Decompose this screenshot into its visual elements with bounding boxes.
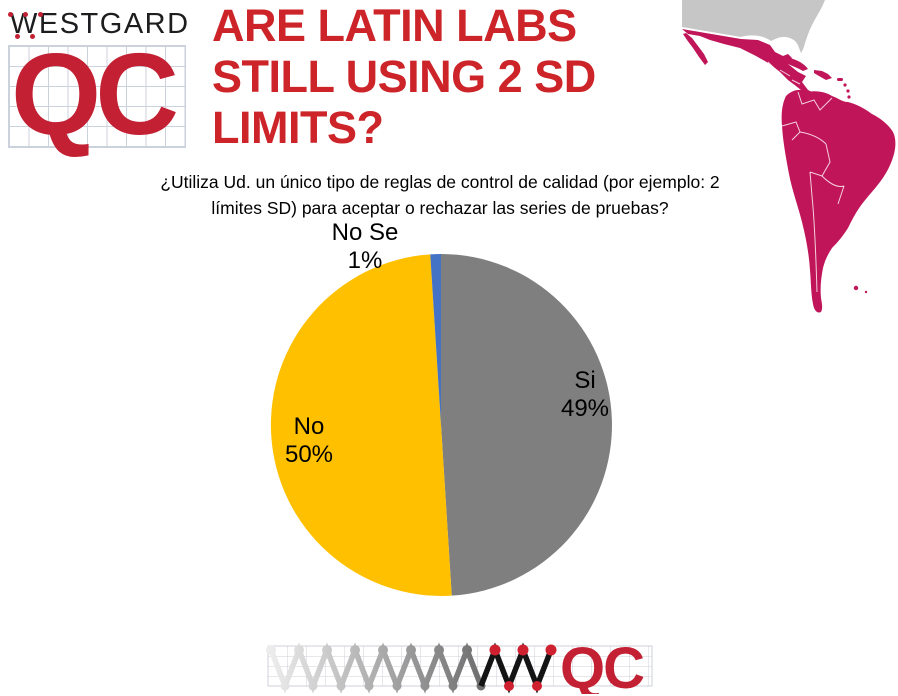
baja-shape xyxy=(683,33,708,65)
falkland-island xyxy=(853,285,859,291)
title-line-1: ARE LATIN LABS xyxy=(212,0,577,51)
pie-label-no-pct: 50% xyxy=(284,441,334,468)
w-dot-icon xyxy=(38,12,43,17)
pie-slice-no-se xyxy=(430,254,441,425)
antilles-island xyxy=(843,83,847,87)
pie-label-si: Si 49% xyxy=(515,367,655,423)
antilles-island xyxy=(846,89,850,93)
pie-slice-no xyxy=(270,254,452,596)
antilles-island xyxy=(847,95,851,99)
pie-label-si-text: Si xyxy=(574,367,596,394)
w-dot-icon xyxy=(8,12,13,17)
pie-label-no: No 50% xyxy=(239,413,379,469)
pie-slice-si xyxy=(441,254,612,596)
latam-map xyxy=(682,0,896,313)
pie-label-no-se-pct: 1% xyxy=(347,247,383,274)
w-dot-icon xyxy=(23,12,28,17)
title-line-2: STILL USING 2 SD xyxy=(212,51,596,102)
footer-w-red-dots xyxy=(489,644,557,691)
w-dot-icon xyxy=(15,34,20,39)
jamaica-shape xyxy=(792,75,800,79)
pie-chart xyxy=(270,254,612,596)
pie-label-no-se: No Se 1% xyxy=(295,219,435,275)
qc-logo-text: QC xyxy=(11,29,179,159)
mexico-central-america-shape xyxy=(682,29,820,102)
pie-label-no-se-text: No Se xyxy=(331,219,399,246)
country-borders xyxy=(767,61,845,293)
survey-question-line-2: límites SD) para aceptar o rechazar las … xyxy=(211,198,669,218)
puerto-rico-shape xyxy=(837,78,843,81)
pie-label-no-text: No xyxy=(293,413,325,440)
footer-zigzag-gray-dots xyxy=(266,645,486,691)
footer-wqc-logo: QC xyxy=(266,636,653,694)
pie-label-si-pct: 49% xyxy=(560,395,610,422)
small-island xyxy=(864,290,868,294)
footer-w-black xyxy=(478,642,554,694)
title-line-3: LIMITS? xyxy=(212,102,384,153)
hispaniola-shape xyxy=(814,70,832,80)
usa-shape xyxy=(682,0,825,53)
survey-question: ¿Utiliza Ud. un único tipo de reglas de … xyxy=(60,169,820,221)
cuba-shape xyxy=(778,57,808,71)
footer-qc-text: QC xyxy=(560,636,644,694)
footer-zigzag-gray xyxy=(268,642,484,694)
page-title: ARE LATIN LABS STILL USING 2 SD LIMITS? xyxy=(212,0,596,153)
w-dot-icon xyxy=(30,34,35,39)
survey-question-line-1: ¿Utiliza Ud. un único tipo de reglas de … xyxy=(160,172,720,192)
qc-grid: QC xyxy=(8,29,186,159)
